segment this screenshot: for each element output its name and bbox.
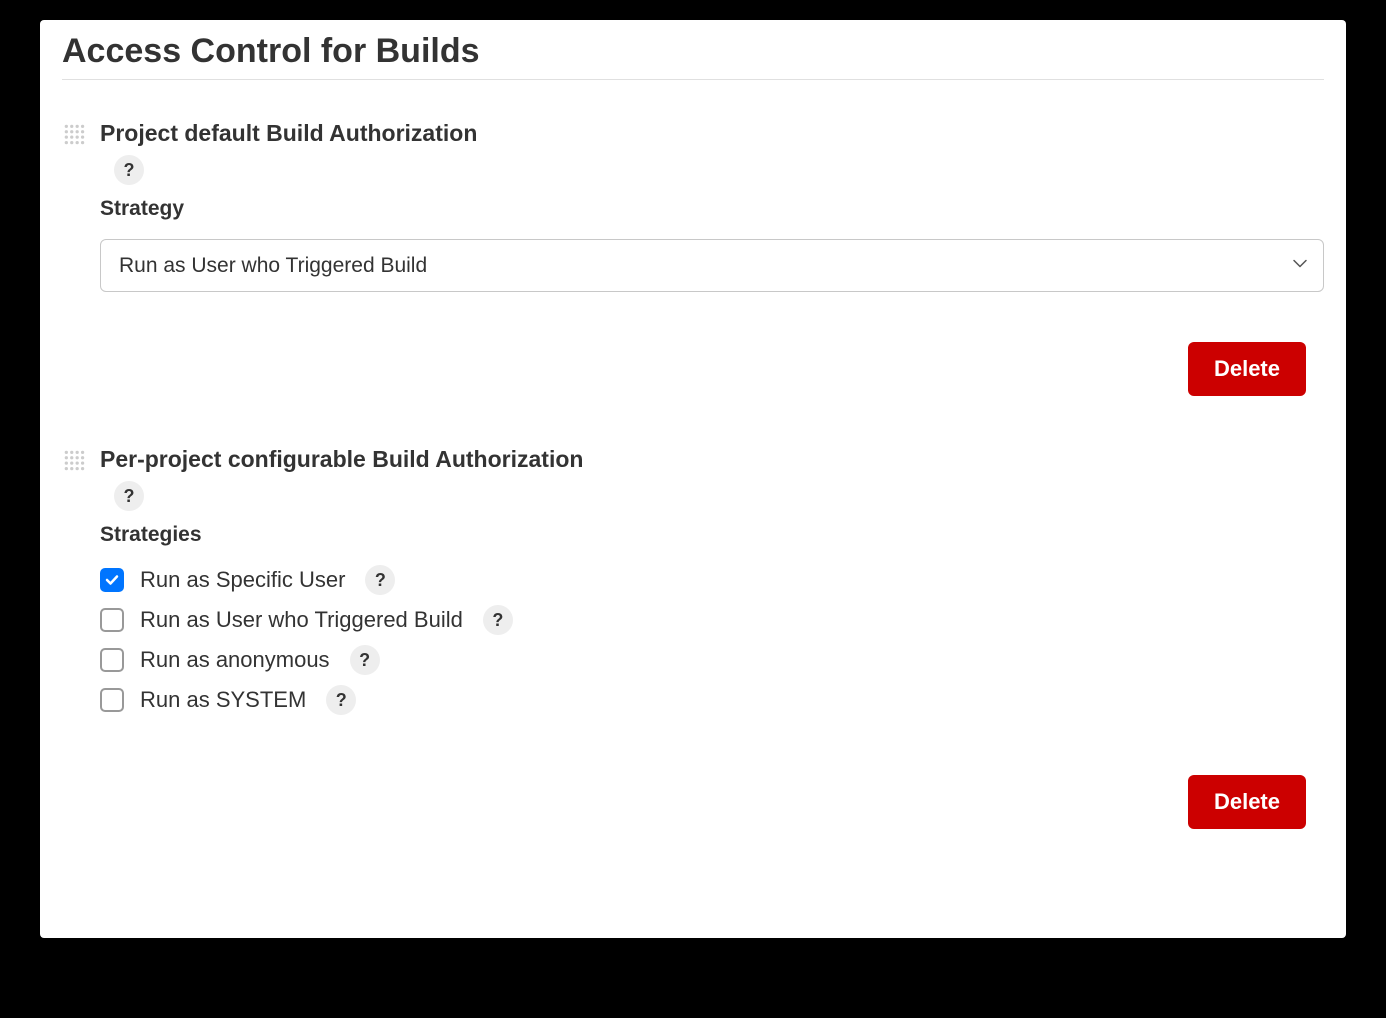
checkbox-label: Run as User who Triggered Build [140, 607, 463, 633]
strategies-checkbox-list: Run as Specific User ? Run as User who T… [100, 565, 1324, 715]
section-per-project: Per-project configurable Build Authoriza… [62, 446, 1324, 725]
strategy-select-wrap: Run as User who Triggered Build [100, 239, 1324, 292]
checkbox-row-system: Run as SYSTEM ? [100, 685, 1324, 715]
delete-row-1: Delete [62, 342, 1324, 396]
section-body: Project default Build Authorization ? St… [100, 120, 1324, 292]
strategies-label: Strategies [100, 523, 1324, 547]
section-body: Per-project configurable Build Authoriza… [100, 446, 1324, 725]
help-icon[interactable]: ? [114, 481, 144, 511]
page-title: Access Control for Builds [62, 32, 1324, 80]
help-icon[interactable]: ? [483, 605, 513, 635]
drag-handle-icon[interactable] [62, 122, 88, 148]
help-icon[interactable]: ? [350, 645, 380, 675]
checkbox-label: Run as Specific User [140, 567, 345, 593]
strategy-label: Strategy [100, 197, 1324, 221]
checkbox-row-triggered-user: Run as User who Triggered Build ? [100, 605, 1324, 635]
checkbox-row-anonymous: Run as anonymous ? [100, 645, 1324, 675]
help-icon[interactable]: ? [365, 565, 395, 595]
delete-button[interactable]: Delete [1188, 775, 1306, 829]
section-title-per-project: Per-project configurable Build Authoriza… [100, 446, 1324, 473]
delete-button[interactable]: Delete [1188, 342, 1306, 396]
section-project-default: Project default Build Authorization ? St… [62, 120, 1324, 292]
checkbox-label: Run as SYSTEM [140, 687, 306, 713]
strategy-select[interactable]: Run as User who Triggered Build [100, 239, 1324, 292]
settings-panel: Access Control for Builds Project defaul… [40, 20, 1346, 938]
section-title-project-default: Project default Build Authorization [100, 120, 1324, 147]
checkbox-row-specific-user: Run as Specific User ? [100, 565, 1324, 595]
drag-handle-icon[interactable] [62, 448, 88, 474]
checkbox-system[interactable] [100, 688, 124, 712]
help-icon[interactable]: ? [326, 685, 356, 715]
delete-row-2: Delete [62, 775, 1324, 829]
checkbox-anonymous[interactable] [100, 648, 124, 672]
help-icon[interactable]: ? [114, 155, 144, 185]
checkbox-specific-user[interactable] [100, 568, 124, 592]
checkbox-label: Run as anonymous [140, 647, 330, 673]
checkbox-triggered-user[interactable] [100, 608, 124, 632]
